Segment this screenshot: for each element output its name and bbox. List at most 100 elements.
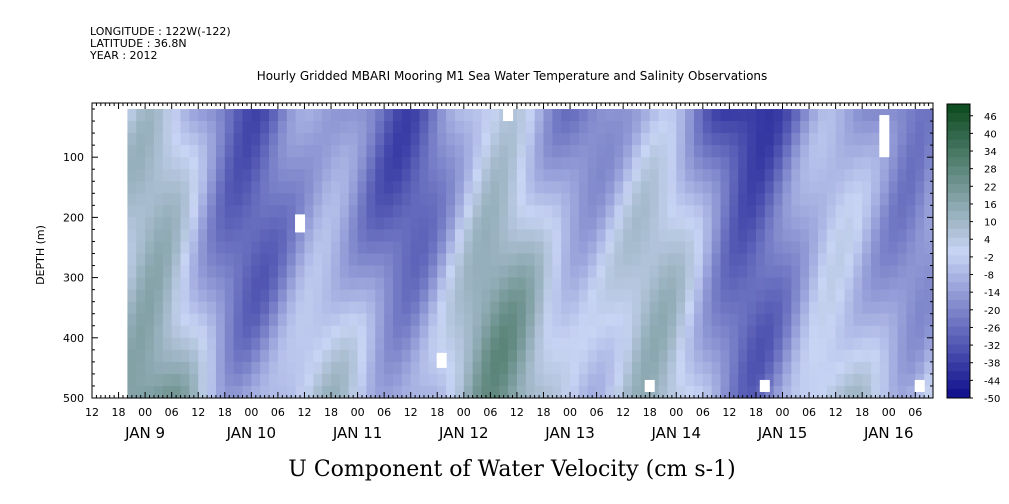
heatmap-cell [260,289,270,303]
y-tick-label: 200 [63,211,84,224]
heatmap-cell [233,313,244,327]
heatmap-cell [215,217,226,231]
heatmap-cell [269,193,279,206]
heatmap-cell [614,205,624,218]
heatmap-cell [632,325,642,339]
heatmap-cell [525,277,536,291]
heatmap-cell [552,217,562,231]
heatmap-cell [676,205,686,218]
heatmap-cell [339,349,350,363]
heatmap-cell [879,313,890,327]
heatmap-cell [153,121,164,134]
heatmap-cell [153,253,164,267]
heatmap-cell [764,181,775,194]
heatmap-cell [853,169,863,182]
heatmap-cell [862,217,872,231]
heatmap-cell [658,193,669,206]
heatmap-cell [729,301,739,315]
heatmap-cell [516,265,527,279]
heatmap-cell [888,157,899,170]
heatmap-cell [658,313,669,327]
heatmap-cell [401,337,412,351]
heatmap-cell [791,241,801,255]
heatmap-cell [817,337,828,351]
heatmap-cell [685,265,695,279]
heatmap-cell [145,133,155,146]
heatmap-cell [596,361,607,375]
heatmap-cell [747,253,757,267]
heatmap-cell [826,265,837,279]
heatmap-cell [313,157,323,170]
heatmap-cell [437,301,447,315]
heatmap-cell [835,121,846,134]
heatmap-cell [809,157,819,170]
heatmap-cell [605,385,615,399]
heatmap-cell [127,325,137,339]
heatmap-cell [826,373,837,387]
heatmap-cell [313,265,323,279]
heatmap-cell [693,373,704,387]
heatmap-cell [826,361,837,375]
heatmap-cell [853,277,863,291]
heatmap-cell [180,277,190,291]
heatmap-cell [277,157,288,170]
heatmap-cell [499,217,509,231]
heatmap-cell [490,373,500,387]
heatmap-cell [685,277,695,291]
heatmap-cell [490,205,500,218]
heatmap-cell [649,289,660,303]
heatmap-cell [534,157,545,170]
heatmap-cell [817,385,828,399]
heatmap-cell [711,217,722,231]
heatmap-cell [667,205,677,218]
heatmap-cell [835,205,846,218]
heatmap-cell [711,325,722,339]
heatmap-cell [207,313,217,327]
heatmap-cell [640,241,651,255]
heatmap-cell [136,229,146,243]
longitude-label: LONGITUDE : 122W(-122) [90,25,231,38]
heatmap-cell [862,157,872,170]
heatmap-cell [853,241,863,255]
heatmap-cell [180,253,190,267]
heatmap-cell [764,157,775,170]
heatmap-cell [871,313,881,327]
heatmap-cell [729,133,739,146]
heatmap-cell [127,133,137,146]
heatmap-cell [189,313,199,327]
heatmap-cell [428,349,438,363]
heatmap-cell [658,181,669,194]
heatmap-cell [702,349,713,363]
heatmap-cell [906,313,916,327]
heatmap-cell [578,385,589,399]
heatmap-cell [764,265,775,279]
heatmap-cell [764,133,775,146]
heatmap-cell [242,337,252,351]
heatmap-cell [269,289,279,303]
heatmap-cell [747,217,757,231]
heatmap-cell [596,373,607,387]
heatmap-cell [348,109,359,122]
heatmap-cell [508,145,518,158]
heatmap-cell [454,337,465,351]
heatmap-cell [516,361,527,375]
heatmap-cell [145,205,155,218]
heatmap-cell [782,145,792,158]
heatmap-cell [906,385,916,399]
heatmap-cell [614,265,624,279]
x-tick-label: 00 [776,406,790,419]
heatmap-cell [198,217,208,231]
heatmap-cell [570,205,580,218]
heatmap-cell [401,121,412,134]
heatmap-cell [446,121,456,134]
heatmap-cell [632,373,642,387]
heatmap-cell [693,205,704,218]
heatmap-cell [375,205,385,218]
heatmap-cell [260,193,270,206]
heatmap-cell [454,205,465,218]
heatmap-cell [561,169,571,182]
heatmap-cell [313,109,323,122]
heatmap-cell [233,109,244,122]
heatmap-cell [764,349,775,363]
heatmap-cell [915,253,925,267]
